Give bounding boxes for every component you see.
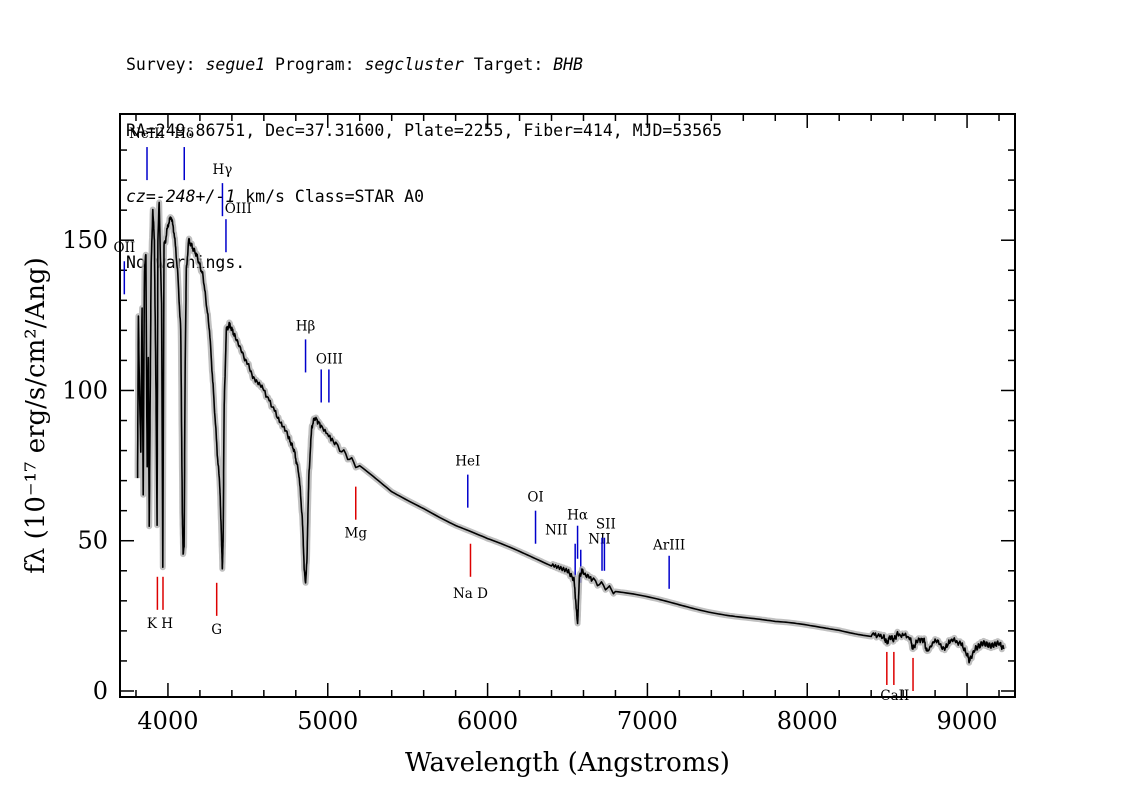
line-label: OIII bbox=[316, 351, 343, 367]
line-label: NII bbox=[588, 532, 610, 548]
line-label: SII bbox=[596, 517, 616, 533]
line-label: OII bbox=[113, 240, 135, 256]
class-text: km/s Class=STAR A0 bbox=[235, 187, 425, 206]
line-label: Hα bbox=[567, 508, 588, 524]
y-tick-label: 50 bbox=[77, 527, 108, 555]
line-label: OI bbox=[527, 490, 543, 506]
line-label: Hδ bbox=[174, 126, 194, 142]
x-tick-label: 5000 bbox=[297, 707, 358, 735]
header-line-survey: Survey: segue1 Program: segcluster Targe… bbox=[126, 54, 722, 76]
line-label: NII bbox=[545, 523, 567, 539]
line-label: K H bbox=[147, 616, 173, 632]
x-tick-label: 4000 bbox=[137, 707, 198, 735]
y-axis-label: fλ (10⁻¹⁷ erg/s/cm²/Ang) bbox=[21, 257, 51, 573]
axis-ticks: 4000 5000 6000 7000 8000 9000 0 50 100 150 bbox=[62, 114, 1015, 735]
header-line-coords: RA=249.86751, Dec=37.31600, Plate=2255, … bbox=[126, 121, 723, 140]
spectrum-error-band bbox=[134, 199, 1007, 666]
program-value: segcluster bbox=[364, 55, 464, 74]
target-label: Target: bbox=[463, 55, 554, 74]
target-value: BHB bbox=[553, 55, 583, 74]
y-tick-label: 150 bbox=[62, 226, 108, 254]
x-tick-label: 6000 bbox=[457, 707, 518, 735]
plot-frame bbox=[119, 113, 1016, 698]
x-tick-label: 7000 bbox=[617, 707, 678, 735]
line-label: G bbox=[211, 622, 222, 638]
survey-label: Survey: bbox=[126, 55, 206, 74]
survey-value: segue1 bbox=[205, 55, 266, 74]
line-label: Hβ bbox=[296, 318, 316, 334]
line-label: OIII bbox=[225, 201, 252, 217]
x-axis-label: Wavelength (Angstroms) bbox=[405, 748, 730, 778]
line-label: Mg bbox=[345, 526, 368, 542]
line-label: NeIII bbox=[129, 126, 165, 142]
x-tick-label: 8000 bbox=[777, 707, 838, 735]
spectrum-line bbox=[136, 201, 1005, 664]
cz-value: -248+/-1 bbox=[155, 187, 236, 206]
line-label: Hγ bbox=[213, 162, 233, 178]
line-label: HeI bbox=[455, 454, 480, 470]
x-tick-label: 9000 bbox=[937, 707, 998, 735]
y-tick-label: 100 bbox=[62, 376, 108, 404]
y-tick-label: 0 bbox=[93, 677, 108, 705]
cz-label: cz= bbox=[126, 187, 156, 206]
header-line-redshift: cz=-248+/-1 km/s Class=STAR A0 bbox=[126, 186, 722, 208]
program-label: Program: bbox=[265, 55, 365, 74]
line-label: Na D bbox=[453, 586, 488, 602]
spectrum-header: Survey: segue1 Program: segcluster Targe… bbox=[126, 10, 722, 296]
line-label: ArIII bbox=[652, 538, 685, 554]
emission-absorption-lines: OII NeIII Hδ Hγ OIII Hβ OIII Mg HeI Na D OI NIIHαNI… bbox=[113, 126, 914, 704]
spectrum-series bbox=[134, 199, 1007, 666]
